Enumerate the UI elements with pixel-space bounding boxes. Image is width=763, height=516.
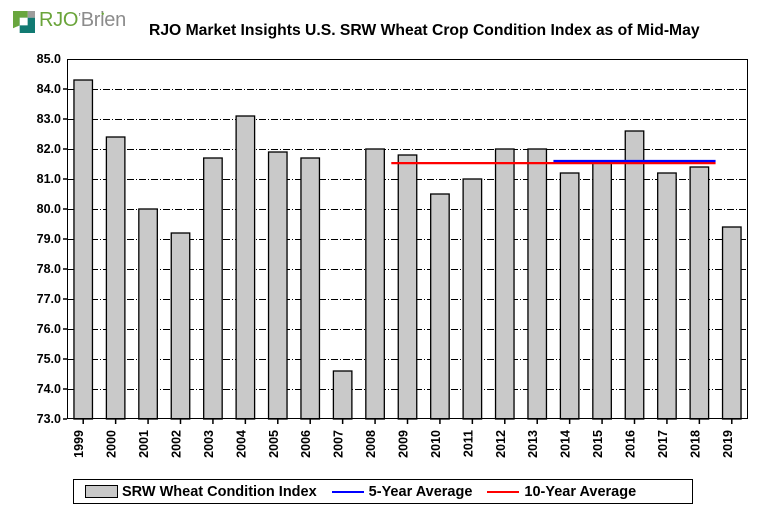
svg-text:73.0: 73.0 [37, 412, 61, 426]
svg-text:2019: 2019 [721, 430, 735, 458]
svg-text:81.0: 81.0 [37, 172, 61, 186]
svg-text:83.0: 83.0 [37, 112, 61, 126]
svg-text:2010: 2010 [429, 430, 443, 458]
svg-text:2018: 2018 [688, 430, 702, 458]
svg-text:76.0: 76.0 [37, 322, 61, 336]
svg-text:74.0: 74.0 [37, 382, 61, 396]
svg-text:2011: 2011 [461, 430, 475, 457]
svg-text:78.0: 78.0 [37, 262, 61, 276]
svg-text:84.0: 84.0 [37, 82, 61, 96]
svg-text:2004: 2004 [234, 430, 248, 458]
svg-text:2001: 2001 [137, 430, 151, 458]
svg-text:2016: 2016 [624, 430, 638, 458]
svg-text:2014: 2014 [559, 430, 573, 458]
svg-text:2007: 2007 [332, 430, 346, 458]
svg-text:2008: 2008 [364, 430, 378, 458]
svg-text:2015: 2015 [591, 430, 605, 458]
svg-text:2009: 2009 [397, 430, 411, 458]
svg-text:80.0: 80.0 [37, 202, 61, 216]
svg-text:2006: 2006 [299, 430, 313, 458]
svg-text:2000: 2000 [105, 430, 119, 458]
svg-text:2017: 2017 [656, 430, 670, 458]
svg-text:82.0: 82.0 [37, 142, 61, 156]
svg-text:77.0: 77.0 [37, 292, 61, 306]
svg-text:75.0: 75.0 [37, 352, 61, 366]
svg-text:1999: 1999 [72, 430, 86, 458]
svg-text:2005: 2005 [267, 430, 281, 458]
svg-text:79.0: 79.0 [37, 232, 61, 246]
svg-text:2002: 2002 [170, 430, 184, 458]
svg-text:2012: 2012 [494, 430, 508, 458]
svg-text:2013: 2013 [526, 430, 540, 458]
svg-text:85.0: 85.0 [37, 52, 61, 66]
svg-text:2003: 2003 [202, 430, 216, 458]
